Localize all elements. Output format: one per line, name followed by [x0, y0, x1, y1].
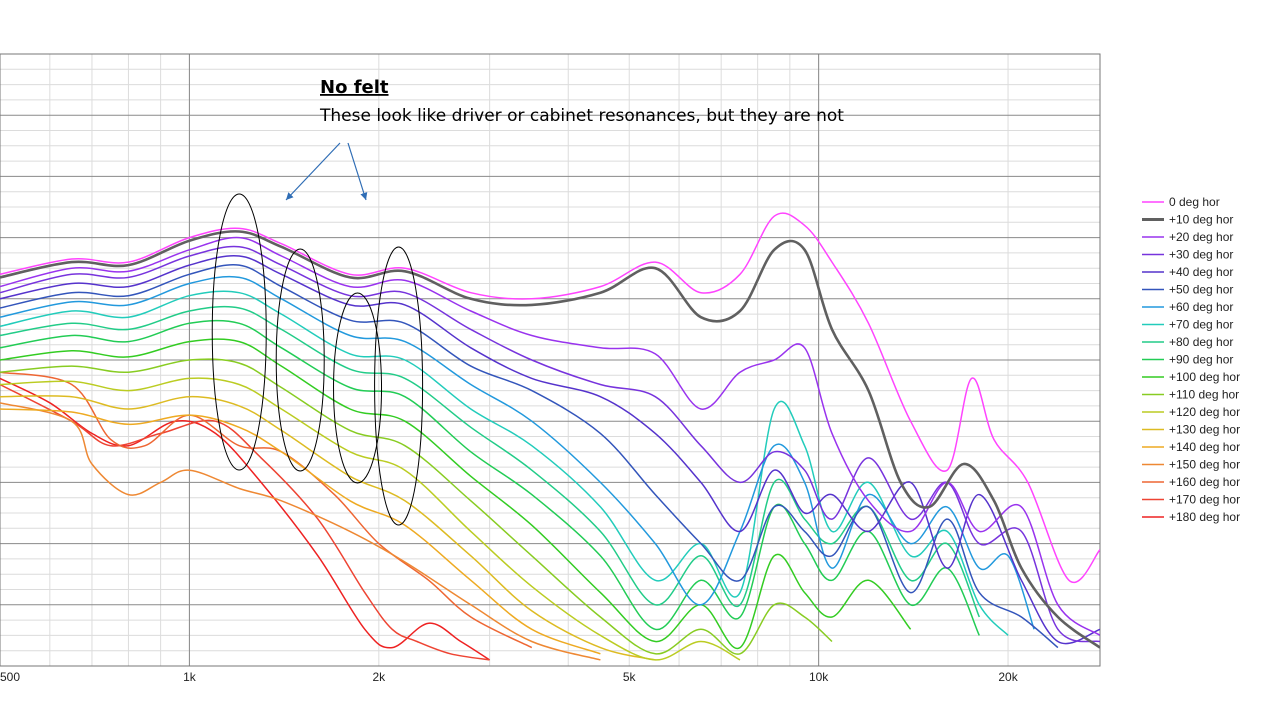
legend-label: +50 deg hor: [1169, 283, 1233, 297]
legend: 0 deg hor +10 deg hor +20 deg hor +30 deg h…: [1142, 195, 1240, 524]
legend-label: +150 deg hor: [1169, 458, 1240, 472]
legend-label: +170 deg hor: [1169, 493, 1240, 507]
x-tick-label: 1k: [183, 670, 197, 684]
legend-label: +60 deg hor: [1169, 300, 1233, 314]
series-line-0: [0, 212, 1100, 584]
x-tick-label: 20k: [998, 670, 1018, 684]
legend-label: +30 deg hor: [1169, 248, 1233, 262]
series-line-11: [0, 358, 833, 655]
legend-label: +140 deg hor: [1169, 440, 1240, 454]
annotation-arrow-right: [347, 142, 368, 201]
series-line-10: [0, 338, 912, 650]
series-line-4: [0, 254, 1100, 645]
series-line-18: [0, 377, 491, 661]
x-tick-label: 2k: [372, 670, 386, 684]
x-tick-label: 5k: [623, 670, 637, 684]
annotation-ellipse: [333, 292, 383, 484]
legend-label: +40 deg hor: [1169, 265, 1233, 279]
series-line-2: [0, 236, 1100, 637]
series-line-9: [0, 319, 980, 636]
x-tick-label: 500: [0, 670, 20, 684]
legend-label: +130 deg hor: [1169, 423, 1240, 437]
plot-frame: [0, 53, 1101, 667]
legend-label: +180 deg hor: [1169, 510, 1240, 524]
series-line-16: [0, 371, 533, 649]
legend-label: +80 deg hor: [1169, 335, 1233, 349]
legend-label: +100 deg hor: [1169, 370, 1240, 384]
series-line-3: [0, 245, 1100, 643]
series-line-15: [0, 402, 601, 661]
series-line-12: [0, 377, 741, 661]
legend-label: +90 deg hor: [1169, 353, 1233, 367]
series-line-1: [0, 230, 1100, 649]
series-line-6: [0, 275, 1035, 630]
annotation-text: These look like driver or cabinet resona…: [319, 106, 844, 126]
series-line-5: [0, 263, 1059, 649]
annotation: No felt These look like driver or cabine…: [211, 77, 844, 526]
series-line-14: [0, 408, 601, 655]
legend-label: 0 deg hor: [1169, 195, 1220, 209]
x-tick-label: 10k: [809, 670, 829, 684]
series-group: [0, 212, 1100, 661]
legend-label: +110 deg hor: [1169, 388, 1239, 402]
annotation-ellipse: [374, 246, 424, 526]
series-line-7: [0, 290, 1009, 636]
annotation-title: No felt: [320, 77, 389, 98]
legend-label: +160 deg hor: [1169, 475, 1240, 489]
annotation-arrow-left: [285, 142, 341, 201]
legend-label: +20 deg hor: [1169, 230, 1233, 244]
series-line-13: [0, 395, 656, 661]
x-tick-labels: 500 1k 2k 5k 10k 20k: [0, 670, 1019, 684]
legend-label: +120 deg hor: [1169, 405, 1240, 419]
legend-label: +70 deg hor: [1169, 318, 1233, 332]
annotation-ellipse: [211, 193, 267, 471]
legend-label: +10 deg hor: [1169, 213, 1233, 227]
annotation-ellipse: [275, 248, 325, 472]
annotation-ellipses: [211, 193, 424, 526]
series-line-17: [0, 383, 490, 661]
